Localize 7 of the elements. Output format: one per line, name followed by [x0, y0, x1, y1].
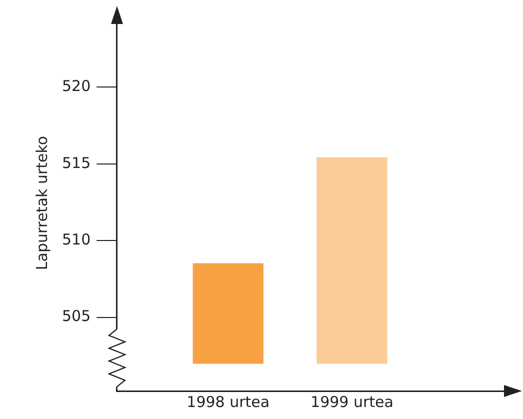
y-tick-label: 510 [62, 230, 91, 248]
y-tick-label: 520 [62, 77, 91, 96]
x-tick-label: 1999 urtea [310, 392, 394, 411]
y-tick-label: 515 [62, 154, 91, 172]
x-tick-label: 1998 urtea [186, 392, 270, 411]
y-axis-title: Lapurretak urteko [32, 136, 51, 270]
y-tick-label: 505 [62, 307, 91, 326]
